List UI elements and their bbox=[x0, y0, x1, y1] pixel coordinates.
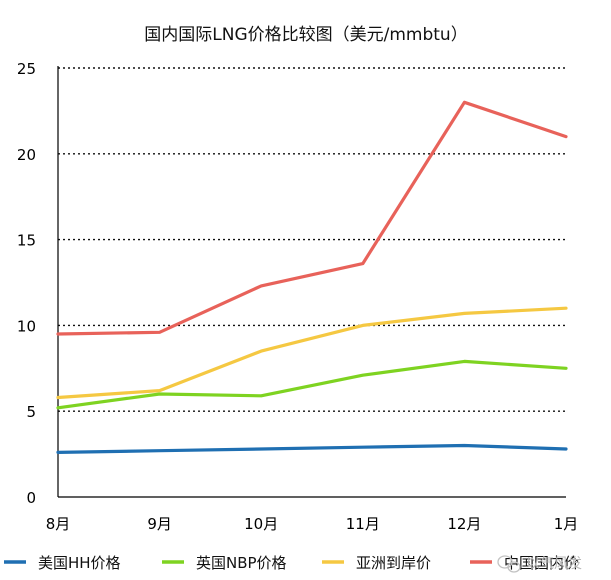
legend-label: 美国HH价格 bbox=[38, 554, 121, 572]
legend-label: 英国NBP价格 bbox=[196, 554, 287, 572]
watermark: 以气风发 bbox=[497, 555, 582, 573]
series-line-1 bbox=[56, 443, 568, 454]
legend: 美国HH价格 英国NBP价格 亚洲到岸价 中国国内价 bbox=[4, 554, 579, 572]
y-tick-label: 0 bbox=[26, 489, 36, 507]
series-line-2 bbox=[56, 359, 568, 410]
watermark-text: 以气风发 bbox=[526, 556, 582, 572]
y-tick-label: 10 bbox=[17, 317, 36, 335]
y-tick-label: 25 bbox=[17, 60, 36, 78]
x-tick-label: 1月 bbox=[554, 515, 579, 533]
x-tick-label: 8月 bbox=[46, 515, 71, 533]
y-tick-labels: 0 5 10 15 20 25 bbox=[17, 60, 36, 507]
series-line-4 bbox=[56, 100, 568, 336]
x-tick-label: 9月 bbox=[147, 515, 172, 533]
chart-title: 国内国际LNG价格比较图（美元/mmbtu） bbox=[144, 25, 467, 45]
x-tick-label: 12月 bbox=[447, 515, 481, 533]
gridlines bbox=[58, 67, 566, 412]
y-tick-label: 5 bbox=[26, 403, 36, 421]
x-tick-label: 11月 bbox=[346, 515, 380, 533]
wechat-icon bbox=[497, 555, 521, 573]
y-tick-label: 20 bbox=[17, 146, 36, 164]
y-tick-label: 15 bbox=[17, 232, 36, 250]
series-lines bbox=[56, 100, 568, 454]
x-tick-labels: 8月 9月 10月 11月 12月 1月 bbox=[46, 515, 579, 533]
x-tick-label: 10月 bbox=[244, 515, 278, 533]
legend-label: 亚洲到岸价 bbox=[356, 554, 431, 572]
legend-label: 中国国内价 bbox=[504, 554, 579, 572]
series-line-3 bbox=[56, 306, 568, 400]
